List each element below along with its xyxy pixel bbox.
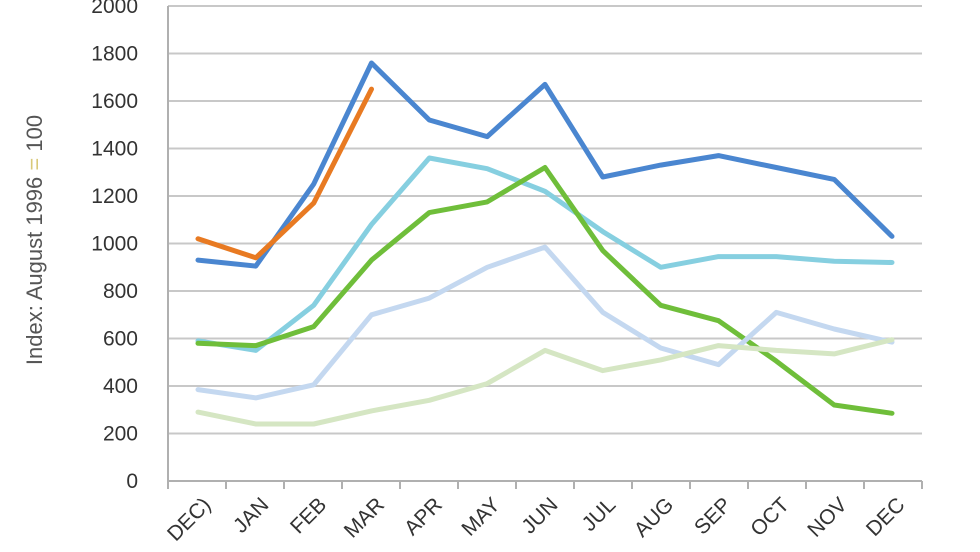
gridlines [168,5,922,482]
series-lines [195,60,895,427]
series-line-2 [195,86,374,261]
y-tick-label: 1600 [91,90,138,113]
x-tick-label: DEC [862,493,910,541]
axes [167,6,923,489]
x-tick-label: JAN [229,493,273,537]
y-tick-label: 1200 [91,185,138,208]
x-tick-label: SEP [690,493,736,539]
series-line-4 [195,165,895,416]
series-line-5 [195,244,895,401]
y-axis-label: Index: August 1996 = 100 [22,115,47,365]
y-tick-labels: 0 200 400 600 800 1000 1200 1400 1600 1800 2000 [91,0,138,493]
x-tick-label: OCT [746,493,794,541]
x-tick-label: DEC) [163,493,216,546]
series-line-3 [195,155,895,353]
y-tick-label: 1400 [91,138,138,161]
x-tick-label: NOV [803,493,851,541]
y-tick-label: 0 [126,470,138,493]
y-tick-label: 600 [103,328,138,351]
y-tick-label: 400 [103,375,138,398]
x-tick-labels: DEC) JAN FEB MAR APR MAY JUN JUL AUG SEP OCT NOV DEC [163,493,910,546]
x-tick-label: APR [400,493,447,540]
x-tick-label: FEB [286,493,331,538]
y-tick-label: 800 [103,280,138,303]
series-line-6 [195,337,895,427]
x-tick-label: AUG [630,493,678,541]
x-tick-label: JUL [578,493,621,536]
y-tick-label: 1000 [91,233,138,256]
x-tick-label: MAR [340,493,389,542]
y-tick-label: 200 [103,423,138,446]
y-tick-label: 1800 [91,43,138,66]
y-tick-label: 2000 [91,0,138,18]
x-tick-label: MAY [457,493,504,540]
series-line-1 [195,60,895,269]
x-tick-label: JUN [517,493,562,538]
